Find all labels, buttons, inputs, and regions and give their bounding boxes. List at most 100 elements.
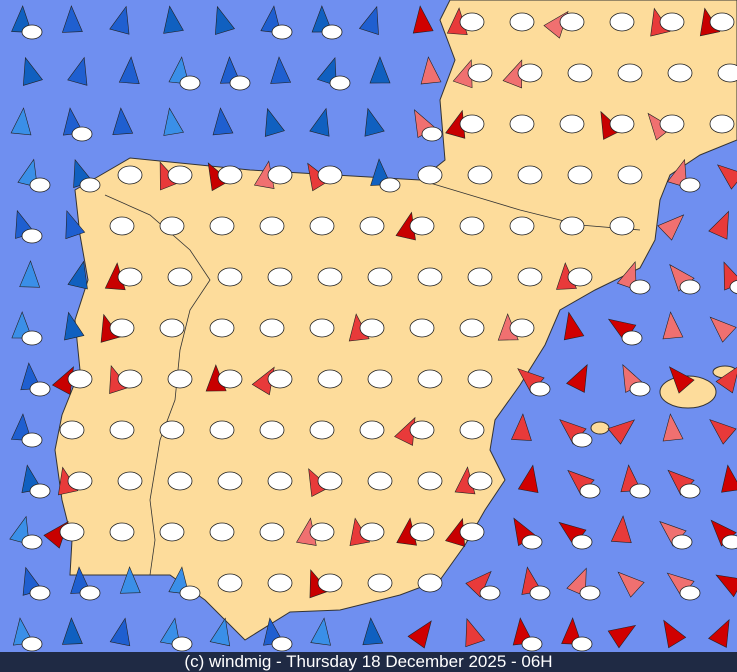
- calm-marker: [179, 75, 201, 91]
- calm-marker: [367, 573, 393, 593]
- wind-arrow: [362, 617, 384, 646]
- calm-marker: [467, 267, 493, 287]
- wind-arrow: [64, 311, 85, 341]
- wind-arrow: [369, 56, 391, 84]
- calm-marker: [359, 522, 385, 542]
- calm-marker: [21, 432, 43, 448]
- calm-marker: [567, 63, 593, 83]
- calm-marker: [59, 420, 85, 440]
- calm-marker: [167, 165, 193, 185]
- calm-marker: [171, 636, 193, 652]
- calm-marker: [259, 216, 285, 236]
- calm-marker: [29, 483, 51, 499]
- calm-marker: [579, 585, 601, 601]
- calm-marker: [417, 471, 443, 491]
- calm-marker: [467, 63, 493, 83]
- calm-marker: [571, 636, 593, 652]
- calm-marker: [259, 318, 285, 338]
- calm-marker: [21, 228, 43, 244]
- wind-arrow: [647, 112, 673, 141]
- wind-arrow: [309, 107, 330, 137]
- wind-arrow: [109, 617, 131, 647]
- calm-marker: [117, 267, 143, 287]
- wind-arrow: [657, 214, 685, 241]
- calm-marker: [571, 432, 593, 448]
- calm-marker: [679, 483, 701, 499]
- wind-arrow: [607, 419, 636, 445]
- wind-arrow: [358, 5, 379, 35]
- wind-arrow: [721, 464, 737, 493]
- map: [9, 0, 737, 652]
- calm-marker: [559, 12, 585, 32]
- calm-marker: [29, 585, 51, 601]
- wind-arrow: [563, 311, 585, 341]
- calm-marker: [609, 114, 635, 134]
- calm-marker: [317, 267, 343, 287]
- calm-marker: [217, 573, 243, 593]
- wind-arrow: [708, 618, 730, 648]
- calm-marker: [421, 126, 443, 142]
- wind-arrow: [709, 419, 737, 445]
- calm-marker: [509, 216, 535, 236]
- calm-marker: [167, 369, 193, 389]
- calm-marker: [417, 369, 443, 389]
- calm-marker: [567, 165, 593, 185]
- calm-marker: [359, 216, 385, 236]
- calm-marker: [167, 471, 193, 491]
- calm-marker: [359, 420, 385, 440]
- border: [104, 194, 211, 576]
- calm-marker: [267, 573, 293, 593]
- calm-marker: [709, 12, 735, 32]
- calm-marker: [459, 522, 485, 542]
- calm-marker: [267, 369, 293, 389]
- calm-marker: [629, 381, 651, 397]
- wind-arrow: [715, 365, 737, 394]
- calm-marker: [367, 369, 393, 389]
- calm-marker: [617, 63, 643, 83]
- wind-arrow: [663, 619, 687, 649]
- calm-marker: [659, 114, 685, 134]
- wind-arrow: [465, 618, 486, 648]
- calm-marker: [517, 267, 543, 287]
- calm-marker: [309, 216, 335, 236]
- calm-marker: [529, 585, 551, 601]
- calm-marker: [317, 573, 343, 593]
- calm-marker: [21, 330, 43, 346]
- calm-marker: [217, 165, 243, 185]
- calm-marker: [529, 381, 551, 397]
- wind-arrow: [264, 107, 285, 137]
- calm-marker: [67, 369, 93, 389]
- wind-arrow: [67, 56, 88, 86]
- calm-marker: [117, 369, 143, 389]
- wind-arrow: [67, 260, 88, 290]
- calm-marker: [721, 534, 737, 550]
- calm-marker: [571, 534, 593, 550]
- calm-marker: [609, 216, 635, 236]
- wind-arrow: [465, 570, 492, 598]
- calm-marker: [117, 471, 143, 491]
- calm-marker: [567, 267, 593, 287]
- wind-arrow: [610, 515, 632, 543]
- calm-marker: [229, 75, 251, 91]
- calm-marker: [209, 318, 235, 338]
- calm-marker: [267, 471, 293, 491]
- wind-arrow: [209, 617, 231, 647]
- footer: (c) windmig - Thursday 18 December 2025 …: [0, 652, 737, 672]
- wind-arrow: [412, 5, 434, 34]
- wind-arrow: [407, 620, 432, 649]
- wind-arrow: [716, 164, 737, 190]
- calm-marker: [459, 420, 485, 440]
- calm-marker: [659, 12, 685, 32]
- calm-marker: [159, 216, 185, 236]
- wind-arrow: [212, 107, 234, 136]
- wind-arrow: [668, 366, 695, 394]
- calm-marker: [629, 483, 651, 499]
- calm-marker: [217, 471, 243, 491]
- calm-marker: [467, 369, 493, 389]
- calm-marker: [217, 267, 243, 287]
- calm-marker: [417, 165, 443, 185]
- calm-marker: [79, 177, 101, 193]
- calm-marker: [309, 318, 335, 338]
- calm-marker: [179, 585, 201, 601]
- calm-marker: [579, 483, 601, 499]
